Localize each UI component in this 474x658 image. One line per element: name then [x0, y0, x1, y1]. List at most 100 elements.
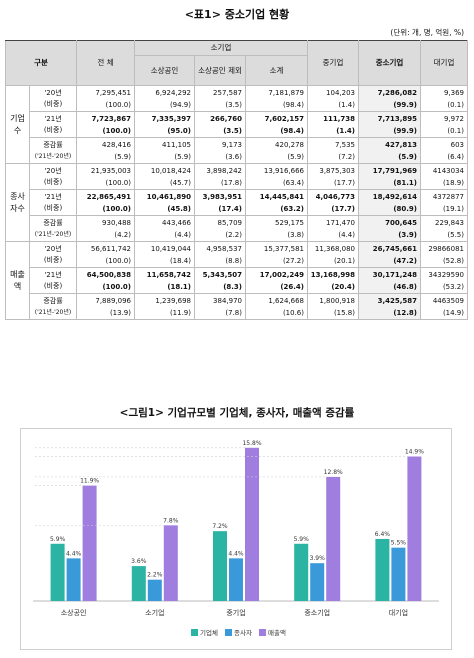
table-cell: 427,813 (5.9)	[358, 137, 421, 164]
table-cell: 11,368,080 (20.1)	[307, 241, 359, 268]
bar-종사자	[391, 547, 406, 601]
table-cell: 64,500,838 (100.0)	[76, 267, 135, 294]
header-small-owner: 소상공인	[134, 55, 195, 86]
table-cell: 29866081 (52.8)	[420, 241, 468, 268]
bar-매출액	[82, 485, 97, 601]
category-label: 소상공인	[61, 608, 87, 617]
bar-종사자	[147, 579, 162, 601]
bar-매출액	[163, 525, 178, 601]
table-cell: 85,709 (2.2)	[194, 215, 246, 242]
table-cell: 34329590 (53.2)	[420, 267, 468, 294]
data-label: 5.5%	[391, 540, 407, 547]
table-cell: 104,203 (1.4)	[307, 85, 359, 112]
table-cell: 9,369 (0.1)	[420, 85, 468, 112]
category-label: 소기업	[145, 608, 164, 617]
table-cell: 13,916,666 (63.4)	[245, 163, 308, 190]
row-label: '21년 (비중)	[29, 267, 77, 294]
table-cell: 7,286,082 (99.9)	[358, 85, 421, 112]
table-cell: 18,492,614 (80.9)	[358, 189, 421, 216]
bar-기업체	[375, 538, 390, 601]
row-label: '20년 (비중)	[29, 241, 77, 268]
table-cell: 1,239,698 (11.9)	[134, 293, 195, 320]
table-cell: 3,875,303 (17.7)	[307, 163, 359, 190]
table-cell: 529,175 (3.8)	[245, 215, 308, 242]
data-label: 5.9%	[50, 536, 66, 543]
table-cell: 111,738 (1.4)	[307, 111, 359, 138]
bar-종사자	[66, 558, 81, 601]
header-sme: 중소기업	[358, 40, 421, 86]
legend-swatch	[259, 629, 266, 636]
bar-기업체	[294, 543, 309, 601]
legend-label: 종사자	[234, 628, 252, 637]
data-label: 2.2%	[147, 572, 163, 579]
table-cell: 30,171,248 (46.8)	[358, 267, 421, 294]
data-label: 4.4%	[66, 550, 82, 557]
header-small-biz: 소기업	[134, 40, 308, 56]
table-cell: 266,760 (3.5)	[194, 111, 246, 138]
table-cell: 10,018,424 (45.7)	[134, 163, 195, 190]
data-label: 12.8%	[324, 469, 343, 476]
data-label: 4.4%	[228, 550, 244, 557]
row-label: 증감률 ('21년-'20년)	[29, 137, 77, 164]
category-label: 대기업	[389, 608, 408, 617]
legend-label: 기업체	[200, 628, 218, 637]
table-cell: 7,535 (7.2)	[307, 137, 359, 164]
bar-기업체	[50, 543, 65, 601]
table-cell: 10,419,044 (18.4)	[134, 241, 195, 268]
chart-title: <그림1> 기업규모별 기업체, 종사자, 매출액 증감률	[119, 407, 355, 419]
legend-swatch	[191, 629, 198, 636]
category-label: 중기업	[226, 608, 245, 617]
header-large: 대기업	[420, 40, 468, 86]
header-total: 전 체	[76, 40, 135, 86]
data-label: 14.9%	[405, 449, 424, 456]
table-cell: 3,898,242 (17.8)	[194, 163, 246, 190]
table-cell: 4,958,537 (8.8)	[194, 241, 246, 268]
table-cell: 15,377,581 (27.2)	[245, 241, 308, 268]
bar-매출액	[245, 447, 259, 601]
table-cell: 4372877 (19.1)	[420, 189, 468, 216]
table-cell: 229,843 (5.5)	[420, 215, 468, 242]
table-cell: 1,624,668 (10.6)	[245, 293, 308, 320]
table-cell: 7,602,157 (98.4)	[245, 111, 308, 138]
data-label: 3.9%	[310, 555, 326, 562]
table-title: <표1> 중소기업 현황	[184, 8, 290, 21]
chart-frame: 5.9% 4.4% 11.9% 소상공인 3.6% 2.2% 7.8% 소기업 7.2% 4.4%…	[20, 428, 452, 650]
table-cell: 7,723,867 (100.0)	[76, 111, 135, 138]
bar-종사자	[229, 558, 243, 601]
table-cell: 9,972 (0.1)	[420, 111, 468, 138]
bar-기업체	[213, 531, 227, 601]
table-cell: 7,295,451 (100.0)	[76, 85, 135, 112]
data-label: 5.9%	[294, 536, 310, 543]
table-cell: 7,889,096 (13.9)	[76, 293, 135, 320]
table-cell: 3,983,951 (17.4)	[194, 189, 246, 216]
category-label: 중소기업	[304, 608, 330, 617]
table-cell: 26,745,661 (47.2)	[358, 241, 421, 268]
table-cell: 7,181,879 (98.4)	[245, 85, 308, 112]
data-label: 15.8%	[242, 440, 261, 447]
header-gubun: 구분	[5, 40, 77, 86]
table-cell: 4463509 (14.9)	[420, 293, 468, 320]
header-subtotal: 소계	[245, 55, 308, 86]
legend-label: 매출액	[268, 628, 286, 637]
sme-status-table: 구분 전 체 소기업 중기업 중소기업 대기업 소상공인 소상공인 제외 소계 …	[5, 40, 468, 320]
row-label: '20년 (비중)	[29, 85, 77, 112]
table-cell: 384,970 (7.8)	[194, 293, 246, 320]
data-label: 6.4%	[375, 531, 391, 538]
legend-swatch	[225, 629, 232, 636]
growth-rate-bar-chart: 5.9%4.4%11.9%소상공인3.6%2.2%7.8%소기업7.2%4.4%…	[33, 440, 439, 637]
table-cell: 4143034 (18.9)	[420, 163, 468, 190]
table-cell: 17,002,249 (26.4)	[245, 267, 308, 294]
table-cell: 930,488 (4.2)	[76, 215, 135, 242]
table-cell: 13,168,998 (20.4)	[307, 267, 359, 294]
bar-종사자	[310, 563, 325, 601]
header-small-excl: 소상공인 제외	[194, 55, 246, 86]
table-cell: 9,173 (3.6)	[194, 137, 246, 164]
table-cell: 56,611,742 (100.0)	[76, 241, 135, 268]
table-cell: 14,445,841 (63.2)	[245, 189, 308, 216]
table-cell: 1,800,918 (15.8)	[307, 293, 359, 320]
table-cell: 4,046,773 (17.7)	[307, 189, 359, 216]
data-label: 7.8%	[163, 517, 179, 524]
table-cell: 428,416 (5.9)	[76, 137, 135, 164]
data-label: 11.9%	[80, 478, 99, 485]
group-label: 기업 수	[5, 85, 30, 164]
